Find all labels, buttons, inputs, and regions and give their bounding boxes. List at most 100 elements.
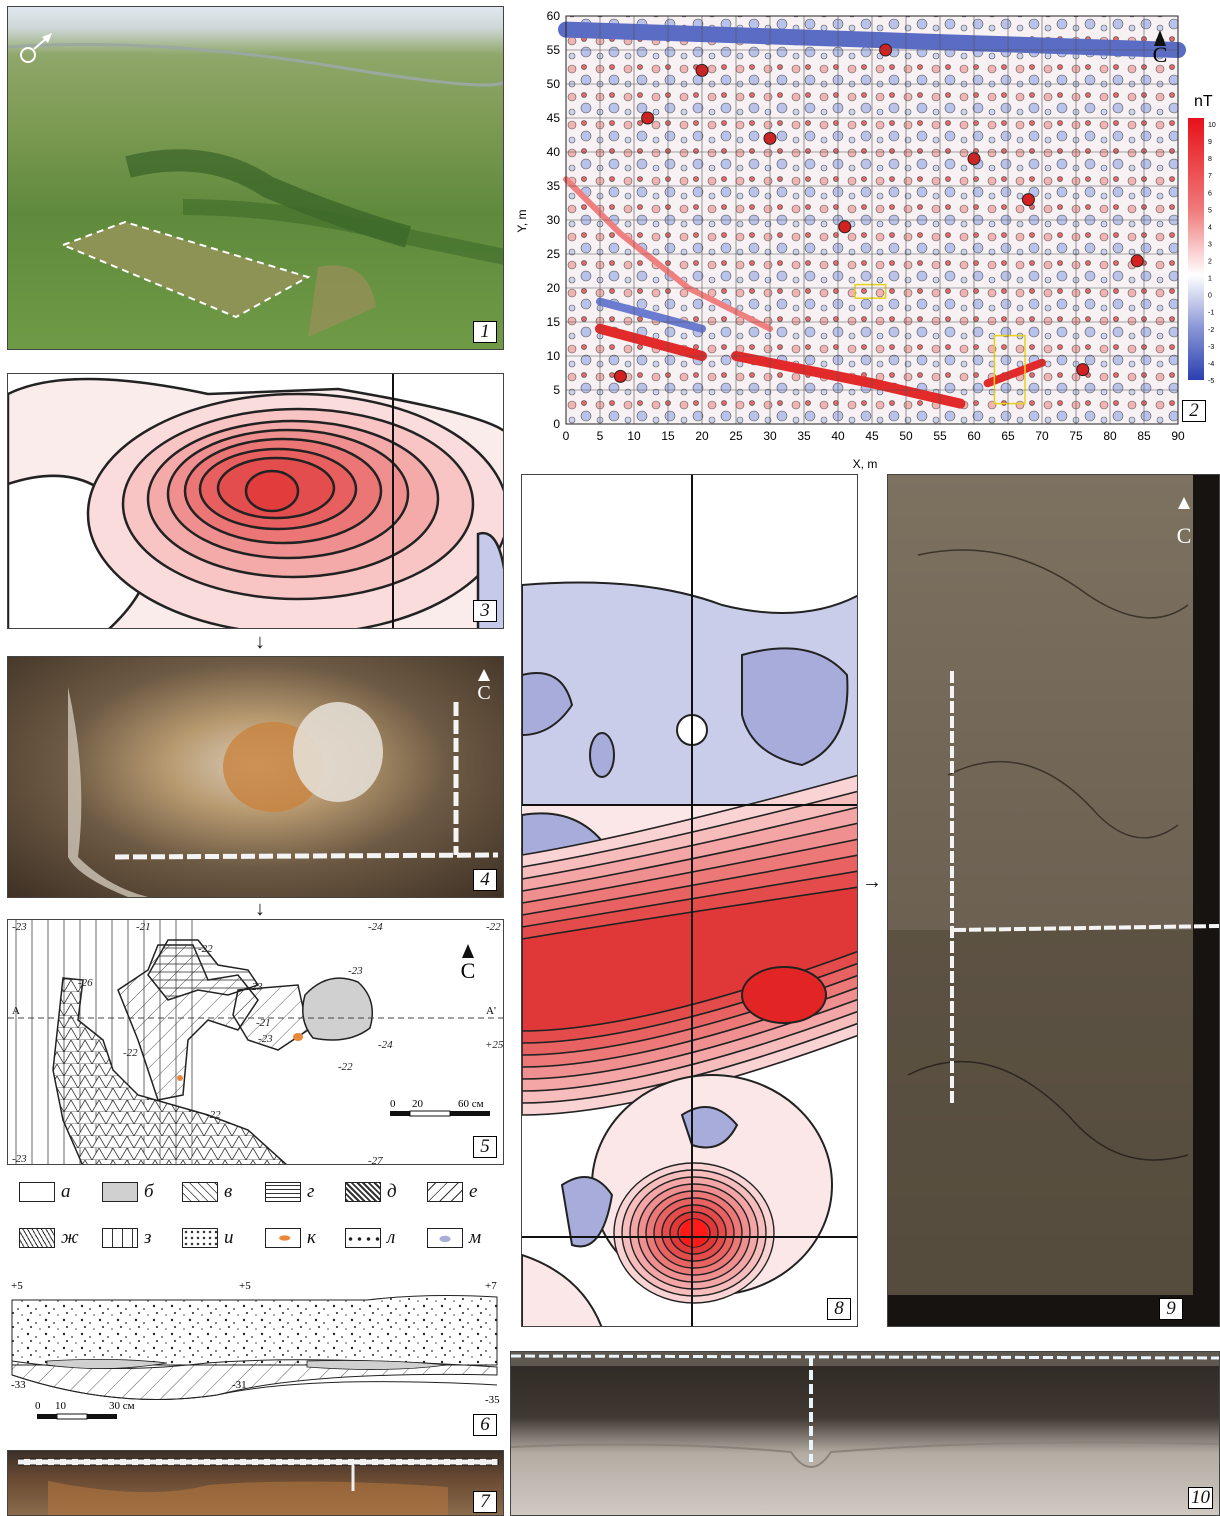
colorbar-tick-label: 3 [1208,241,1212,248]
svg-text:С: С [461,958,476,983]
colorbar-tick-label: -2 [1208,327,1214,334]
x-tick-label: 55 [933,429,947,443]
contour-label: -24 [378,1039,393,1051]
svg-text:10: 10 [55,1400,67,1412]
contour-label: -27 [368,1155,383,1165]
anomaly-contours [8,374,503,628]
magnetometry-chart: 0 5 10 15 20 25 30 35 40 45 50 55 60 65 70 75 80 85 900510… [515,9,1216,471]
bullseye-core [680,1219,708,1247]
arrow-down-icon: ↓ [255,631,265,653]
y-axis-label: Y, m [515,209,529,232]
contour-label: -21 [256,1017,271,1029]
arrow-down-icon: ↓ [255,898,265,920]
y-tick-label: 45 [547,111,561,125]
x-tick-label: 5 [597,429,604,443]
anomaly-band [983,358,1046,388]
selection-box [854,283,887,299]
contour-label: -22 [123,1047,138,1059]
x-tick-label: 25 [729,429,743,443]
contour-label: -22 [198,943,213,955]
legend-item-l: л [345,1227,395,1249]
panel-label-6: 6 [473,1414,497,1436]
x-axis-label: X, m [853,457,878,471]
legend-item-e: е [427,1181,477,1203]
legend-item-k: к [265,1227,316,1249]
anomaly-band [595,323,707,361]
x-tick-label: 65 [1001,429,1015,443]
y-tick-label: 35 [547,179,561,193]
contour-band [522,886,857,1032]
panel-label-10: 10 [1188,1487,1213,1509]
elevation-label: -35 [485,1394,500,1406]
legend-item-b: б [102,1181,154,1203]
scale-bar: 0 10 30 см [35,1400,135,1420]
panel-label-3: 3 [473,600,497,622]
plan-svg: A A' -23 -21 -24 -22 -22 -26 -23 -23 -23 -21 -22 -2… [8,920,504,1165]
x-tick-label: 10 [627,429,641,443]
legend-item-g: г [265,1181,314,1203]
dipole-anomaly [1021,193,1035,207]
colorbar-tick-label: -4 [1208,361,1214,368]
elevation-label: -33 [11,1379,26,1391]
anomaly-zoom: 3 [7,373,504,629]
contour-label: +25 [485,1039,504,1051]
excavation-photo: С 4 [7,656,504,898]
y-tick-label: 60 [547,9,561,23]
colorbar-tick-label: 7 [1208,173,1212,180]
svg-text:0: 0 [390,1098,396,1110]
y-tick-label: 10 [547,349,561,363]
legend-item-zh: ж [19,1227,79,1249]
svg-text:0: 0 [35,1400,41,1412]
contour-label: -22 [206,1109,221,1121]
x-tick-label: 40 [831,429,845,443]
y-tick-label: 55 [547,43,561,57]
legend-item-i: и [182,1227,234,1249]
y-tick-label: 25 [547,247,561,261]
section-drawing: +5 +5 +7 -33 -31 -35 0 10 30 см 6 [7,1275,507,1440]
colorbar [1188,118,1204,380]
elevation-label: -31 [232,1379,247,1391]
colorbar-tick-label: 6 [1208,190,1212,197]
panel-label-7: 7 [473,1491,497,1513]
soil-surface-photo-overlay: С [888,475,1219,1326]
x-tick-label: 0 [563,429,570,443]
dipole-anomaly [838,220,852,234]
contour-label: -22 [486,921,501,933]
x-tick-label: 50 [899,429,913,443]
x-tick-label: 15 [661,429,675,443]
soil-surface-photo: С 9 [887,474,1220,1327]
colorbar-tick-label: 4 [1208,224,1212,231]
legend-item-z: з [102,1227,151,1249]
x-tick-label: 85 [1137,429,1151,443]
selection-box [993,334,1026,405]
contour-label: -24 [368,921,383,933]
anomaly-detail: 8 [521,474,858,1327]
colorbar-tick-label: -5 [1208,378,1214,385]
trench-profile-photo: 10 [510,1351,1220,1516]
contour-label: -23 [12,921,27,933]
dipole-anomaly [613,369,627,383]
legend-item-d: д [345,1181,397,1203]
arrow-right-icon: → [862,871,882,893]
legend-item-a: а [19,1181,71,1203]
north-arrow-icon: С [477,669,491,704]
legend-item-v: в [182,1181,232,1203]
map-frame [565,15,1179,425]
anomaly-band [563,176,773,332]
panel-label-8: 8 [827,1298,851,1320]
contour-label: -23 [258,1033,273,1045]
dipole-anomaly [1076,363,1090,377]
contour-label: -23 [248,981,263,993]
anomaly-detail-contours [522,475,857,1326]
elevation-label: +5 [239,1280,251,1292]
colorbar-tick-label: -3 [1208,344,1214,351]
panel-label-9: 9 [1159,1298,1183,1320]
legend-item-m: м [427,1227,481,1249]
contour-label: -22 [338,1061,353,1073]
plan-drawing: A A' -23 -21 -24 -22 -22 -26 -23 -23 -23 -21 -22 -2… [7,919,504,1165]
contour-label: -21 [136,921,151,933]
north-arrow-icon: С [1177,497,1191,548]
aerial-photo-overlay [8,33,503,337]
x-tick-label: 90 [1171,429,1185,443]
aerial-photo: 1 [7,6,504,350]
